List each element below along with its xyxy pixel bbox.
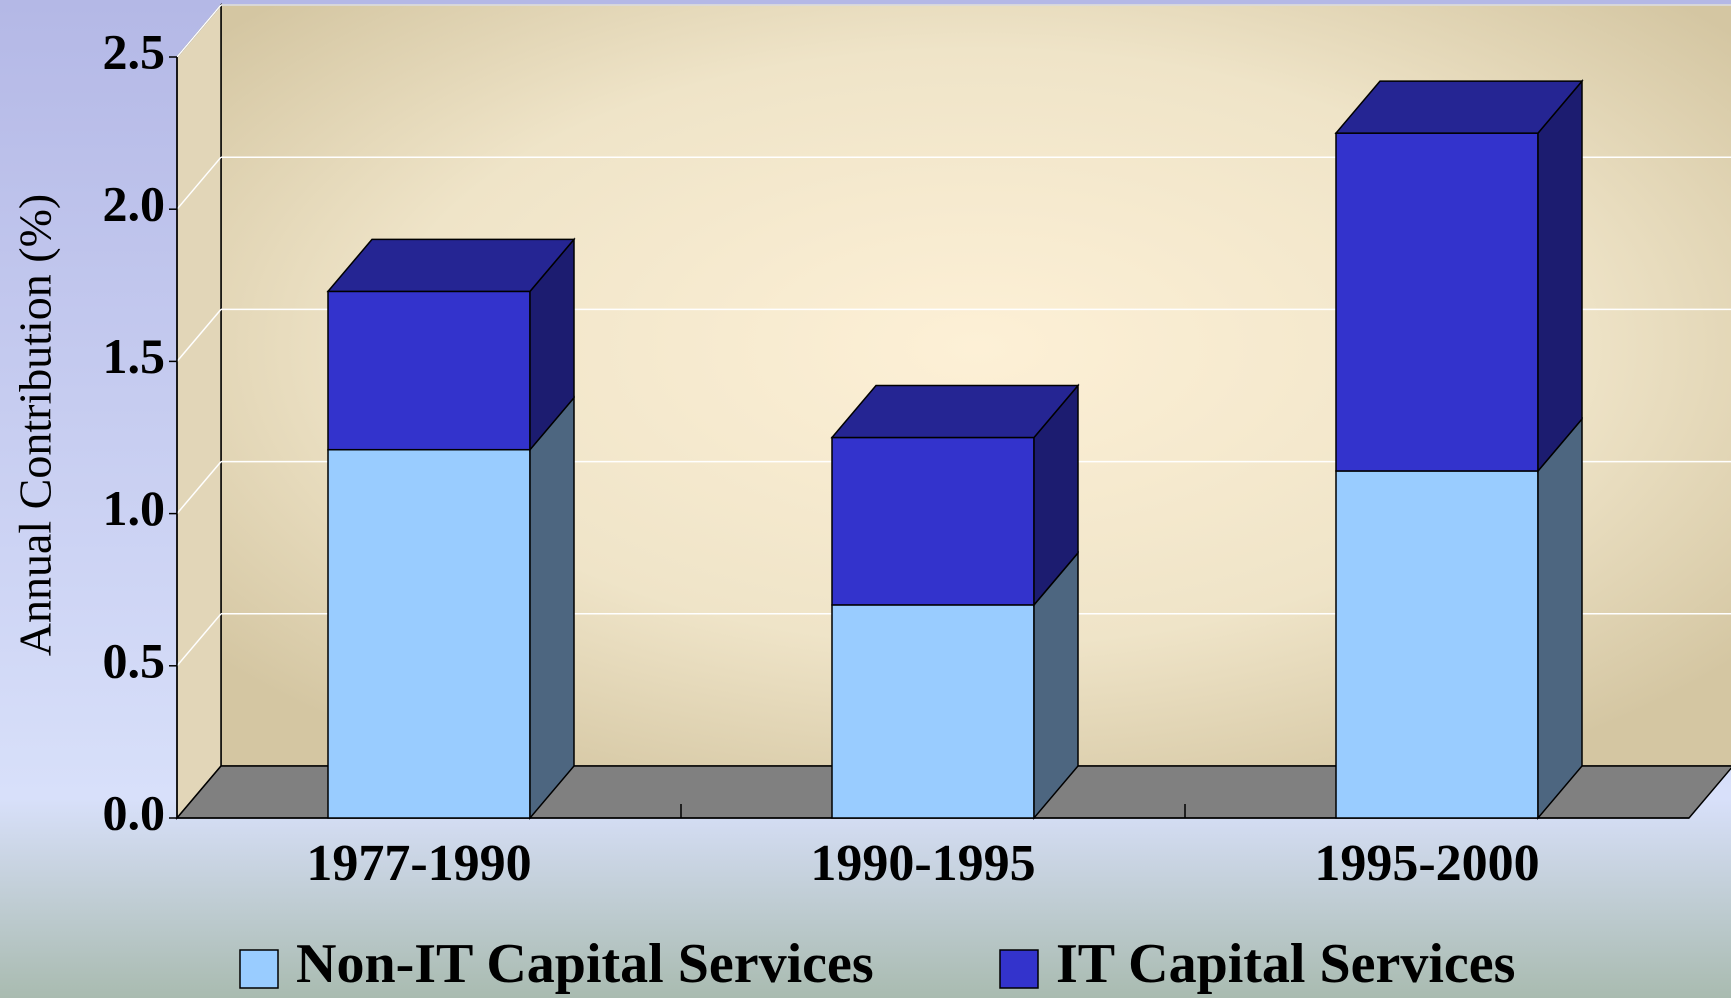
bar-top (326, 238, 576, 293)
grid-line-side (176, 613, 222, 667)
bar (1335, 470, 1539, 819)
bar-top (830, 384, 1080, 439)
bar (831, 436, 1035, 606)
y-tick-label: 0.0 (103, 784, 166, 840)
bar (327, 290, 531, 451)
legend-swatch (239, 949, 279, 989)
bar-top (1334, 80, 1584, 134)
grid-line-side (176, 4, 222, 58)
y-tick-label: 1.5 (103, 328, 166, 384)
bar-side (529, 395, 575, 821)
grid-line-side (176, 156, 222, 210)
legend-label: IT Capital Services (1056, 933, 1515, 995)
x-tick-label: 1995-2000 (1314, 835, 1539, 892)
legend-label: Non-IT Capital Services (296, 933, 874, 995)
x-tick-label: 1977-1990 (306, 835, 531, 892)
grid-line-side (176, 461, 222, 515)
y-tick-label: 2.0 (103, 176, 166, 232)
legend-swatch (999, 949, 1039, 989)
y-axis-label: Annual Contribution (%) (10, 194, 61, 657)
bar (327, 448, 531, 819)
bar (1335, 132, 1539, 472)
side-wall (176, 2, 222, 821)
bar (831, 604, 1035, 819)
bar-side (1537, 416, 1583, 821)
y-tick-label: 1.0 (103, 480, 166, 536)
bar-side (1537, 79, 1583, 474)
grid-line-side (176, 308, 222, 362)
x-tick-label: 1990-1995 (810, 835, 1035, 892)
y-tick-label: 2.5 (103, 23, 166, 79)
y-tick-label: 0.5 (103, 632, 166, 688)
